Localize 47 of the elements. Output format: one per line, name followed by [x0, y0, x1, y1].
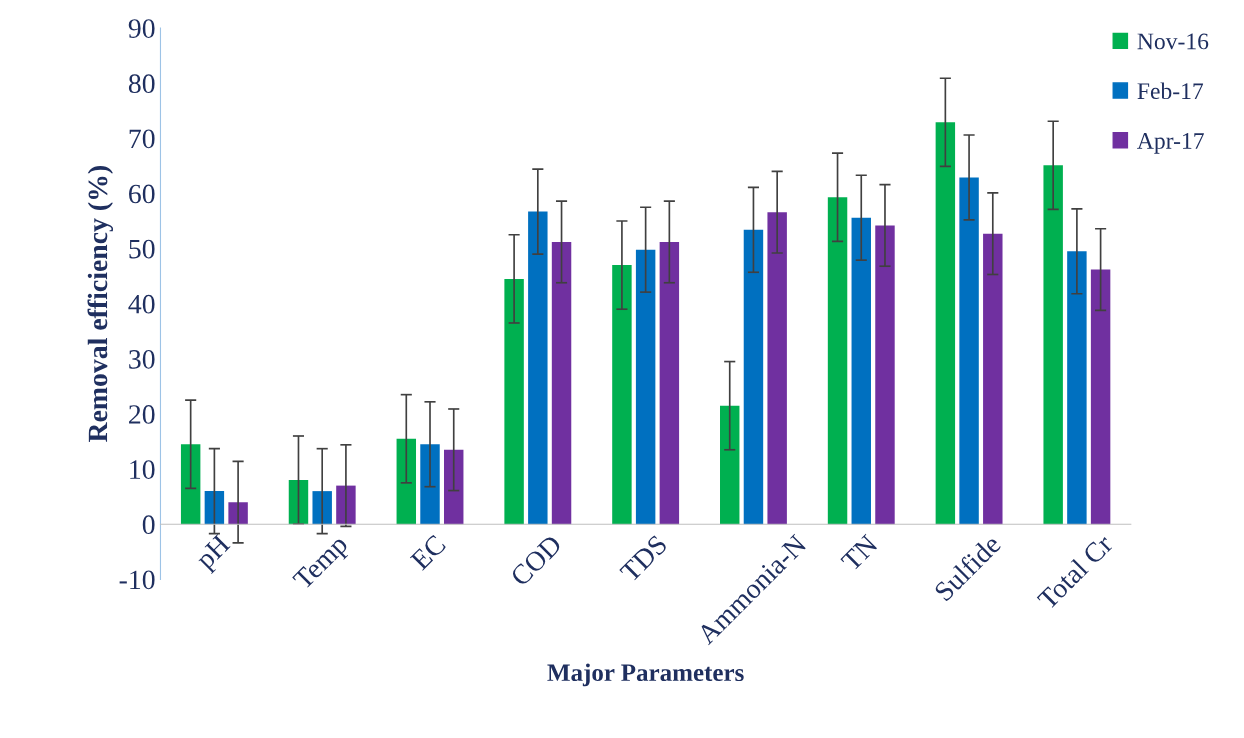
y-tick-label: 60	[129, 184, 155, 204]
bar	[612, 265, 632, 525]
bar	[288, 480, 309, 525]
y-tick-label: 40	[128, 294, 155, 314]
bar	[659, 241, 680, 525]
x-tick-label: TN	[840, 533, 879, 572]
bar	[204, 491, 225, 525]
y-tick-label: -10	[119, 570, 155, 590]
bar	[396, 438, 417, 525]
legend-label: Nov-16	[1137, 33, 1209, 50]
bar	[720, 405, 740, 525]
y-axis-title: Removal efficiency (%)	[87, 166, 114, 443]
bar	[444, 449, 464, 525]
x-tick-label: EC	[409, 534, 447, 571]
bar	[504, 278, 524, 525]
x-tick-label: COD	[509, 533, 563, 588]
y-tick-label: 90	[128, 19, 155, 38]
bar	[528, 211, 548, 525]
bar	[420, 444, 440, 525]
bar	[336, 485, 356, 525]
y-tick-label: 70	[129, 129, 155, 149]
bar	[959, 177, 979, 525]
y-tick-label: 50	[129, 239, 155, 259]
y-tick-label: 30	[129, 349, 155, 369]
x-tick-label: pH	[194, 533, 235, 575]
bar	[851, 217, 871, 525]
x-axis-title: Major Parameters	[547, 663, 744, 687]
y-tick-label: 10	[130, 460, 155, 479]
y-tick-label: 20	[129, 405, 155, 424]
bar	[983, 233, 1003, 525]
bar	[1090, 269, 1111, 525]
y-tick-label: 80	[128, 74, 155, 94]
bar	[743, 229, 764, 525]
bar	[875, 225, 895, 525]
bar	[228, 502, 248, 525]
x-tick-label: TDS	[619, 534, 668, 584]
y-tick-label: 0	[142, 515, 155, 535]
bar	[827, 197, 848, 525]
bar	[767, 212, 787, 525]
bar	[1043, 165, 1063, 525]
bar	[180, 444, 201, 525]
bar	[1067, 251, 1087, 525]
legend-label: Apr-17	[1137, 133, 1204, 154]
bar	[935, 122, 956, 525]
bar	[551, 241, 572, 525]
legend-label: Feb-17	[1137, 82, 1204, 100]
bar	[635, 249, 656, 525]
